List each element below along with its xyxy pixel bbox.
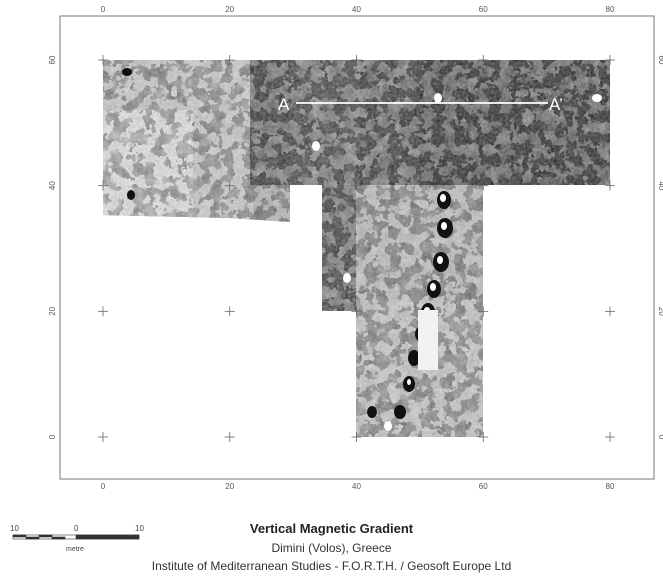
y-tick-label-right: 0 bbox=[657, 435, 663, 440]
anomaly-chain bbox=[122, 68, 602, 431]
y-tick-label-right: 60 bbox=[657, 56, 663, 65]
grid-cross bbox=[98, 432, 108, 442]
grid-cross bbox=[224, 55, 235, 65]
map-institution: Institute of Mediterranean Studies - F.O… bbox=[151, 559, 512, 573]
x-tick-label-top: 0 bbox=[101, 5, 106, 14]
y-tick-label-left: 20 bbox=[48, 306, 57, 315]
grid-cross bbox=[478, 306, 489, 317]
grid-cross bbox=[351, 55, 362, 65]
grid-cross bbox=[478, 55, 489, 65]
scale-bar-middle-label: 0 bbox=[74, 524, 79, 533]
map-subtitle: Dimini (Volos), Greece bbox=[271, 541, 392, 555]
grid-cross bbox=[351, 180, 362, 191]
grid-cross bbox=[98, 306, 108, 317]
grid-cross bbox=[351, 432, 362, 442]
grid-cross bbox=[224, 432, 235, 442]
grid-cross bbox=[98, 180, 108, 191]
x-tick-label-bottom: 20 bbox=[225, 482, 234, 491]
grid-cross bbox=[605, 180, 615, 191]
y-tick-labels-right: 0 20 40 60 bbox=[657, 56, 663, 440]
x-tick-labels-bottom: 0 20 40 60 80 bbox=[101, 482, 615, 491]
grid-cross bbox=[605, 306, 615, 317]
scale-bar-graphic: 10 0 10 metre bbox=[10, 524, 144, 553]
scale-bar-right-label: 10 bbox=[135, 524, 144, 533]
scale-bar-unit-label: metre bbox=[66, 546, 84, 553]
y-tick-label-left: 60 bbox=[48, 55, 57, 64]
grid-cross bbox=[605, 432, 615, 442]
y-tick-label-right: 40 bbox=[657, 181, 663, 190]
x-tick-labels-top: 0 20 40 60 80 bbox=[101, 5, 615, 14]
grid-cross bbox=[98, 55, 108, 65]
x-tick-label-top: 80 bbox=[606, 5, 615, 14]
grid-cross bbox=[605, 55, 615, 65]
grid-cross bbox=[351, 306, 362, 317]
x-tick-label-top: 40 bbox=[352, 5, 361, 14]
y-tick-label-left: 0 bbox=[48, 434, 57, 439]
scale-bar-left-label: 10 bbox=[10, 524, 19, 533]
x-tick-label-top: 60 bbox=[479, 5, 488, 14]
x-tick-label-top: 20 bbox=[225, 5, 234, 14]
x-tick-label-bottom: 80 bbox=[606, 482, 615, 491]
y-tick-label-left: 40 bbox=[48, 181, 57, 190]
grid-crosses bbox=[98, 55, 615, 442]
grid-cross bbox=[224, 180, 235, 191]
profile-start-label: A bbox=[278, 95, 290, 114]
map-title: Vertical Magnetic Gradient bbox=[249, 521, 414, 536]
magnetic-survey-map: A A’ 0 20 40 60 80 0 20 40 60 80 0 20 40 60 0 20 40 60 bbox=[48, 5, 663, 491]
grid-cross bbox=[478, 432, 489, 442]
x-tick-label-bottom: 60 bbox=[479, 482, 488, 491]
x-tick-label-bottom: 40 bbox=[352, 482, 361, 491]
y-tick-label-right: 20 bbox=[657, 307, 663, 316]
profile-line: A A’ bbox=[278, 95, 563, 114]
grid-cross bbox=[478, 180, 489, 191]
grid-cross bbox=[224, 306, 235, 317]
y-tick-labels-left: 0 20 40 60 bbox=[48, 55, 57, 439]
profile-end-label: A’ bbox=[549, 95, 563, 114]
x-tick-label-bottom: 0 bbox=[101, 482, 106, 491]
